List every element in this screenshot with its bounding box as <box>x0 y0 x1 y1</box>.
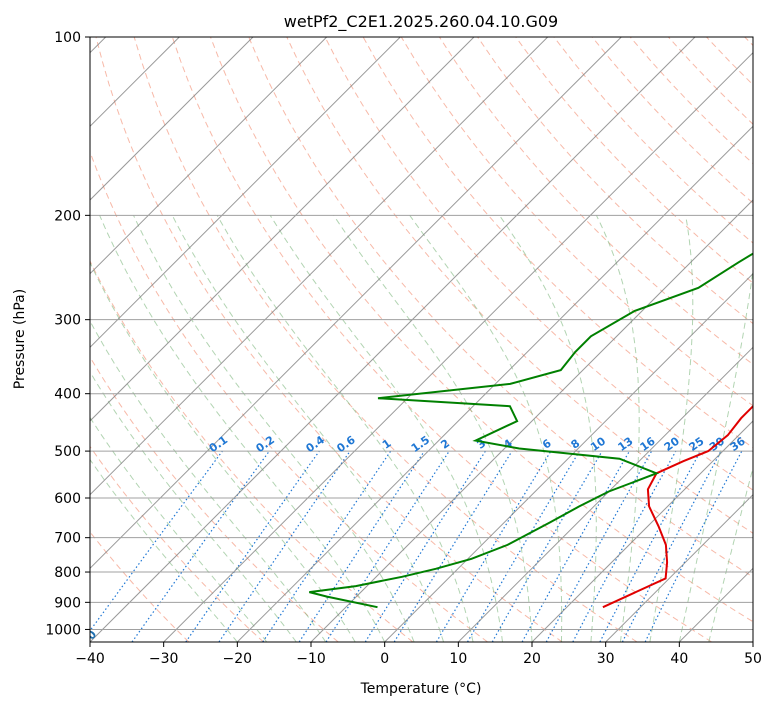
moist-adiabat-line <box>90 370 297 642</box>
y-axis-ticks: 100 200 300 400 500 600 700 800 900 1000 <box>45 30 90 638</box>
moist-adiabat-line <box>90 261 356 642</box>
isotherm-line <box>605 493 753 642</box>
dry-adiabat-line <box>90 259 414 642</box>
y-tick-label: 300 <box>54 313 81 329</box>
isotherm-line <box>90 37 475 422</box>
x-axis-label: Temperature (°C) <box>360 681 482 697</box>
dry-adiabat-line <box>171 37 712 642</box>
moist-adiabat-line <box>649 215 694 642</box>
isotherm-line <box>90 37 622 570</box>
dry-adiabat-line <box>133 37 638 642</box>
x-tick-label: −10 <box>296 651 326 667</box>
x-tick-label: −40 <box>75 651 105 667</box>
dry-adiabat-line <box>286 37 753 534</box>
mixing-ratio-line <box>393 450 513 642</box>
moist-adiabat-line <box>216 215 474 642</box>
moist-adiabat-line <box>595 215 640 642</box>
isotherm-line <box>384 272 753 642</box>
plot-frame <box>89 36 754 643</box>
moist-adiabat-line <box>409 215 563 642</box>
moist-adiabat-line <box>90 416 268 642</box>
x-tick-label: −30 <box>149 651 179 667</box>
x-tick-label: 20 <box>523 651 541 667</box>
isotherm-line <box>236 125 753 642</box>
dry-adiabat-line <box>210 37 753 623</box>
x-tick-label: 30 <box>597 651 615 667</box>
x-tick-label: 50 <box>744 651 762 667</box>
mixing-ratio-line <box>298 450 425 642</box>
isotherm-line <box>163 51 753 642</box>
mixing-ratio-line <box>131 450 270 642</box>
isotherms <box>90 37 753 642</box>
moist-adiabat-line <box>269 215 503 642</box>
mixing-ratio-line <box>325 450 450 642</box>
y-tick-label: 400 <box>54 387 81 403</box>
dewpoint-line <box>309 252 753 609</box>
isotherm-line <box>457 346 753 642</box>
series-lines <box>309 252 753 609</box>
mixing-ratio-line <box>572 450 677 642</box>
dry-adiabat-line <box>515 37 753 284</box>
mixing-ratio-lines <box>90 450 743 642</box>
y-tick-label: 100 <box>54 30 81 46</box>
isotherm-line <box>90 37 696 642</box>
isotherm-line <box>90 37 401 349</box>
y-tick-label: 1000 <box>45 622 81 638</box>
moist-adiabats <box>90 215 753 642</box>
mixing-ratio-line <box>218 450 351 642</box>
y-tick-label: 200 <box>54 208 81 224</box>
x-axis-ticks: −40 −30 −20 −10 0 10 20 30 40 50 <box>75 642 762 667</box>
moist-adiabat-line <box>333 215 533 642</box>
isotherm-line <box>531 420 753 642</box>
dry-adiabat-line <box>90 356 339 642</box>
isotherm-label: -40 <box>76 628 99 651</box>
moist-adiabat-line <box>133 215 415 642</box>
x-tick-label: 40 <box>670 651 688 667</box>
x-tick-label: −20 <box>223 651 253 667</box>
mixing-ratio-line <box>644 450 743 642</box>
isotherm-line <box>90 37 254 201</box>
moist-adiabat-line <box>90 458 238 642</box>
y-axis-label: Pressure (hPa) <box>12 289 28 389</box>
temperature-line <box>602 404 753 609</box>
dry-adiabat-line <box>95 37 563 642</box>
isobars <box>90 37 753 630</box>
y-tick-label: 900 <box>54 595 81 611</box>
mixing-ratio-line <box>262 450 392 642</box>
moist-adiabat-line <box>171 215 445 642</box>
y-tick-label: 800 <box>54 565 81 581</box>
plot-area: 0.10.20.40.611.52346810131620253036-100-… <box>76 37 753 651</box>
chart-title: wetPf2_C2E1.2025.260.04.10.G09 <box>284 12 558 32</box>
y-tick-label: 600 <box>54 491 81 507</box>
moist-adiabat-line <box>90 320 327 642</box>
mixing-ratio-line <box>185 450 320 642</box>
mixing-ratio-line <box>545 450 653 642</box>
x-tick-label: 10 <box>449 651 467 667</box>
dry-adiabat-line <box>90 445 264 642</box>
y-tick-label: 500 <box>54 444 81 460</box>
moist-adiabat-line <box>678 266 753 642</box>
x-tick-label: 0 <box>380 651 389 667</box>
isotherm-line <box>90 37 328 275</box>
isotherm-line <box>90 37 549 496</box>
isotherm-line <box>310 199 753 642</box>
mixing-ratio-line <box>90 450 223 632</box>
y-tick-label: 700 <box>54 531 81 547</box>
